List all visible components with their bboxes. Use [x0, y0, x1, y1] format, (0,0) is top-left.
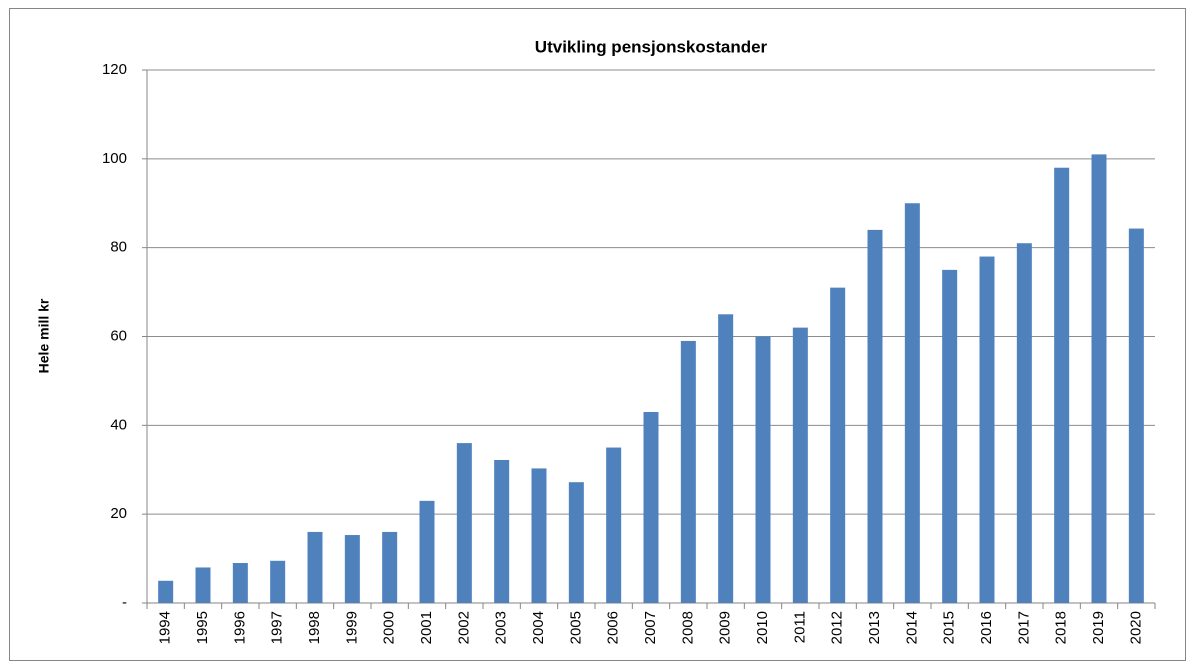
chart-border: [9, 8, 1186, 661]
x-tick-label: 2002: [455, 611, 472, 644]
x-tick-label: 2018: [1053, 611, 1070, 644]
bar: [1054, 167, 1070, 603]
bar: [270, 560, 286, 603]
y-axis-label: Hele mill kr: [36, 298, 52, 373]
bar: [494, 459, 510, 603]
x-tick-label: 1996: [231, 611, 248, 644]
y-tick-label: 60: [110, 327, 127, 344]
bar: [830, 287, 846, 603]
bar: [307, 531, 323, 603]
x-tick-label: 2004: [530, 611, 547, 644]
x-tick-label: 2009: [717, 611, 734, 644]
bar: [382, 531, 398, 603]
bar: [606, 447, 622, 603]
bar: [718, 314, 734, 603]
bar: [456, 443, 472, 603]
x-tick-label: 2006: [605, 611, 622, 644]
x-tick-label: 2008: [679, 611, 696, 644]
bar: [680, 340, 696, 603]
y-tick-label: -: [122, 594, 127, 611]
x-tick-label: 1994: [157, 611, 174, 644]
bar: [979, 256, 995, 603]
bar: [195, 567, 211, 603]
bar: [419, 500, 435, 603]
chart-title: Utvikling pensjonskostander: [535, 37, 768, 56]
x-tick-label: 2017: [1015, 611, 1032, 644]
bar: [531, 468, 547, 603]
bar: [643, 412, 659, 603]
bar: [904, 203, 920, 603]
y-tick-label: 120: [102, 61, 127, 78]
x-tick-label: 2001: [418, 611, 435, 644]
x-tick-label: 1997: [269, 611, 286, 644]
bar: [568, 482, 584, 603]
bar: [1128, 228, 1144, 603]
bar: [232, 563, 248, 603]
bar: [867, 229, 883, 603]
x-tick-label: 1999: [343, 611, 360, 644]
x-tick-label: 2012: [829, 611, 846, 644]
x-tick-label: 2013: [866, 611, 883, 644]
x-tick-label: 2016: [978, 611, 995, 644]
bar: [792, 327, 808, 603]
x-tick-label: 2015: [941, 611, 958, 644]
x-tick-label: 2020: [1127, 611, 1144, 644]
x-tick-label: 2011: [791, 611, 808, 643]
x-tick-label: 2019: [1090, 611, 1107, 644]
bar: [755, 336, 771, 603]
x-tick-label: 2010: [754, 611, 771, 644]
x-tick-label: 2000: [381, 611, 398, 644]
x-tick-label: 2014: [903, 611, 920, 644]
y-tick-label: 20: [110, 505, 127, 522]
bar: [158, 580, 174, 603]
bar: [1091, 154, 1107, 603]
y-tick-label: 40: [110, 416, 127, 433]
x-tick-label: 1995: [194, 611, 211, 644]
x-tick-label: 2005: [567, 611, 584, 644]
bar: [942, 269, 958, 603]
y-tick-label: 80: [110, 239, 127, 256]
y-tick-label: 100: [102, 150, 127, 167]
bar: [344, 535, 360, 603]
x-tick-label: 2007: [642, 611, 659, 644]
bar: [1016, 243, 1032, 603]
x-tick-label: 2003: [493, 611, 510, 644]
x-tick-label: 1998: [306, 611, 323, 644]
